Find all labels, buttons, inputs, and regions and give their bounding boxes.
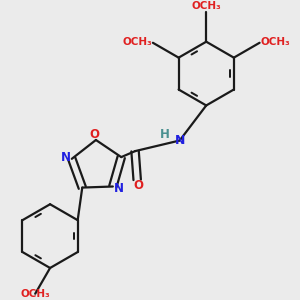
Text: O: O bbox=[90, 128, 100, 141]
Text: N: N bbox=[175, 134, 185, 147]
Text: N: N bbox=[60, 151, 70, 164]
Text: O: O bbox=[133, 179, 143, 192]
Text: OCH₃: OCH₃ bbox=[191, 1, 221, 11]
Text: H: H bbox=[160, 128, 170, 141]
Text: N: N bbox=[114, 182, 124, 195]
Text: OCH₃: OCH₃ bbox=[261, 37, 290, 47]
Text: OCH₃: OCH₃ bbox=[122, 37, 152, 47]
Text: OCH₃: OCH₃ bbox=[20, 289, 50, 299]
